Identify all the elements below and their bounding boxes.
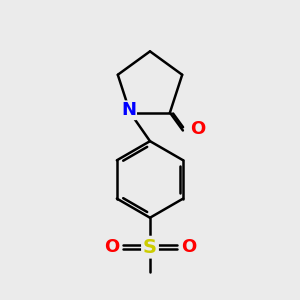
Text: O: O [181, 238, 196, 256]
Text: O: O [190, 120, 206, 138]
Text: N: N [121, 101, 136, 119]
Text: O: O [104, 238, 119, 256]
Text: S: S [143, 238, 157, 257]
